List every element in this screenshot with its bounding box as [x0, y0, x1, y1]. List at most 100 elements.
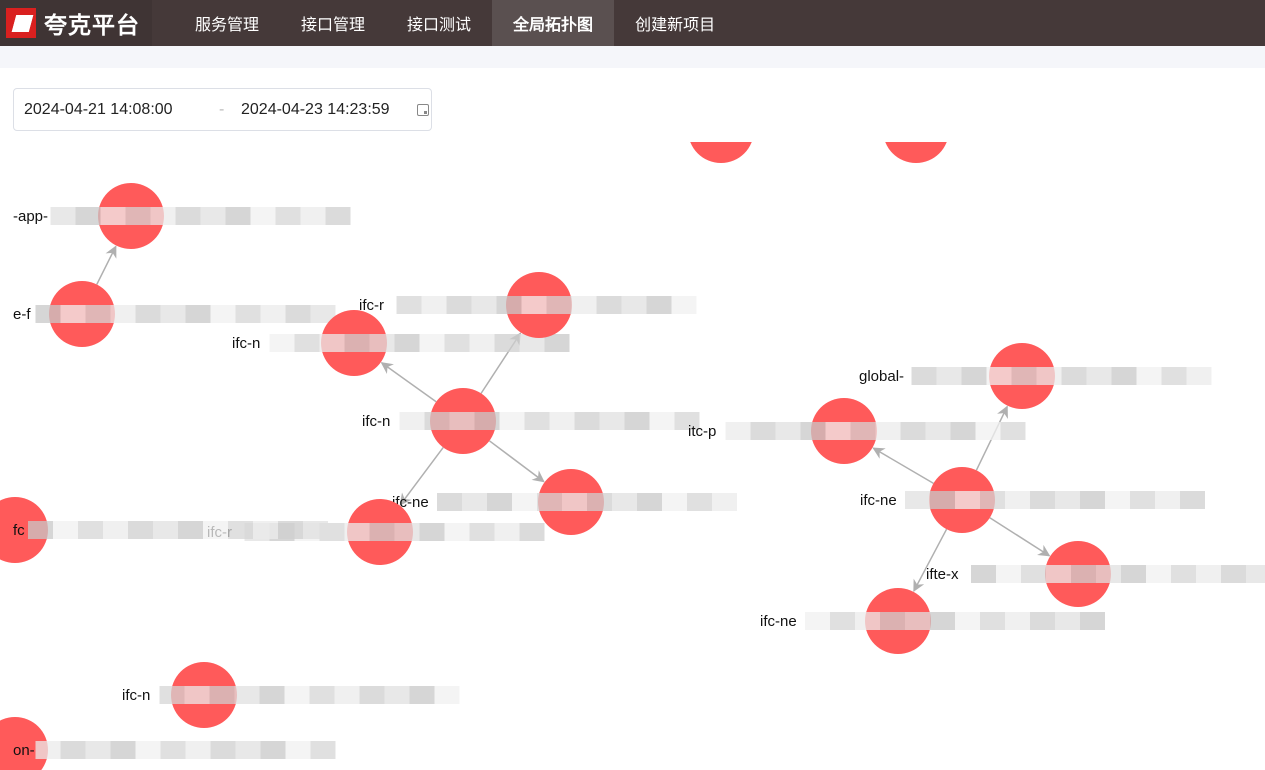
- graph-node[interactable]: global-: [859, 343, 1212, 409]
- redacted-label-block: [203, 521, 228, 539]
- redacted-label-block: [60, 741, 86, 759]
- graph-node[interactable]: ifc-ne: [760, 588, 1105, 654]
- node-label: itc-p: [688, 423, 716, 440]
- redacted-label-block: [462, 493, 487, 511]
- redacted-label-block: [284, 686, 310, 704]
- graph-node[interactable]: ifc-n: [232, 310, 570, 376]
- redacted-label-block: [850, 422, 876, 440]
- nav-item-global-topology[interactable]: 全局拓扑图: [492, 0, 615, 46]
- redacted-label-block: [421, 296, 447, 314]
- redacted-label-block: [524, 412, 550, 430]
- redacted-label-block: [487, 493, 512, 511]
- graph-node[interactable]: fc: [0, 497, 328, 563]
- redacted-label-block: [285, 741, 311, 759]
- redacted-label-block: [469, 523, 495, 541]
- redacted-label-block: [309, 686, 335, 704]
- redacted-label-block: [996, 565, 1021, 583]
- range-separator: -: [219, 100, 225, 118]
- graph-node[interactable]: ifc-ne: [860, 467, 1205, 533]
- graph-node[interactable]: on-: [0, 717, 336, 770]
- redacted-label-block: [178, 521, 203, 539]
- redacted-label-block: [285, 305, 311, 323]
- redacted-label-block: [359, 686, 385, 704]
- redacted-label-block: [310, 305, 336, 323]
- redacted-label-block: [637, 493, 662, 511]
- redacted-label-block: [234, 686, 260, 704]
- graph-node[interactable]: ifte-x: [926, 541, 1265, 607]
- redacted-label-block: [621, 296, 647, 314]
- redacted-label-block: [574, 412, 600, 430]
- redacted-label-block: [259, 686, 285, 704]
- redacted-label-block: [1021, 565, 1046, 583]
- redacted-label-block: [471, 296, 497, 314]
- redacted-label-block: [175, 207, 201, 225]
- redacted-label-block: [153, 521, 178, 539]
- redacted-label-block: [1071, 565, 1096, 583]
- graph-node[interactable]: [883, 142, 949, 163]
- redacted-label-block: [512, 493, 537, 511]
- redacted-label-block: [1080, 491, 1105, 509]
- nav-item-create-project[interactable]: 创建新项目: [635, 17, 716, 34]
- end-date-input[interactable]: 2024-04-23 14:23:59: [241, 100, 390, 118]
- main-nav: 服务管理 接口管理 接口测试 全局拓扑图 创建新项目: [174, 0, 736, 46]
- node-circle[interactable]: [883, 142, 949, 163]
- redacted-label-block: [624, 412, 650, 430]
- graph-node[interactable]: e-f: [13, 281, 336, 347]
- graph-node[interactable]: -app-: [13, 183, 351, 249]
- redacted-label-block: [310, 741, 336, 759]
- redacted-label-block: [50, 207, 76, 225]
- node-label: ifc-ne: [860, 492, 897, 509]
- redacted-label-block: [1086, 367, 1112, 385]
- graph-edge: [399, 446, 444, 506]
- redacted-label-block: [394, 334, 420, 352]
- topology-graph[interactable]: -app-e-fifc-nifc-rifc-nifc-neifc-rfcitc-…: [0, 142, 1265, 770]
- logo[interactable]: 夸克平台: [0, 0, 152, 46]
- redacted-label-block: [135, 741, 161, 759]
- redacted-label-block: [409, 686, 435, 704]
- redacted-label-block: [35, 741, 61, 759]
- node-label: ifc-n: [232, 335, 260, 352]
- redacted-label-block: [210, 305, 236, 323]
- nav-item-service-management[interactable]: 服务管理: [195, 17, 260, 34]
- redacted-label-block: [1121, 565, 1146, 583]
- redacted-label-block: [494, 523, 520, 541]
- redacted-label-block: [1000, 422, 1026, 440]
- redacted-label-block: [544, 334, 570, 352]
- nav-item-api-testing[interactable]: 接口测试: [407, 17, 472, 34]
- calendar-icon[interactable]: [417, 103, 429, 116]
- redacted-label-block: [384, 686, 410, 704]
- redacted-label-block: [494, 334, 520, 352]
- graph-node[interactable]: itc-p: [688, 398, 1026, 464]
- redacted-label-block: [674, 412, 700, 430]
- redacted-label-block: [496, 296, 522, 314]
- graph-node[interactable]: ifc-n: [362, 388, 700, 454]
- redacted-label-block: [269, 334, 295, 352]
- redacted-label-block: [1221, 565, 1246, 583]
- node-label: ifc-r: [359, 297, 384, 314]
- nav-item-api-management[interactable]: 接口管理: [301, 17, 366, 34]
- graph-node[interactable]: ifc-r: [359, 272, 697, 338]
- graph-node[interactable]: ifc-n: [122, 662, 460, 728]
- node-circle[interactable]: [688, 142, 754, 163]
- top-nav-bar: 夸克平台 服务管理 接口管理 接口测试 全局拓扑图 创建新项目: [0, 0, 1265, 46]
- redacted-label-block: [150, 207, 176, 225]
- redacted-label-block: [519, 523, 545, 541]
- redacted-label-block: [278, 521, 303, 539]
- redacted-label-block: [549, 412, 575, 430]
- graph-edge: [989, 517, 1051, 557]
- redacted-label-block: [1030, 491, 1055, 509]
- redacted-label-block: [235, 741, 261, 759]
- redacted-label-block: [1136, 367, 1162, 385]
- graph-node[interactable]: [688, 142, 754, 163]
- graph-edge: [380, 362, 437, 403]
- start-date-input[interactable]: 2024-04-21 14:08:00: [24, 100, 173, 118]
- redacted-label-block: [419, 523, 445, 541]
- redacted-label-block: [712, 493, 737, 511]
- date-range-picker[interactable]: 2024-04-21 14:08:00 - 2024-04-23 14:23:5…: [13, 88, 432, 131]
- node-circle[interactable]: [0, 497, 48, 563]
- redacted-label-block: [980, 612, 1005, 630]
- redacted-label-block: [880, 612, 905, 630]
- redacted-label-block: [1180, 491, 1205, 509]
- redacted-label-block: [521, 296, 547, 314]
- redacted-label-block: [103, 521, 128, 539]
